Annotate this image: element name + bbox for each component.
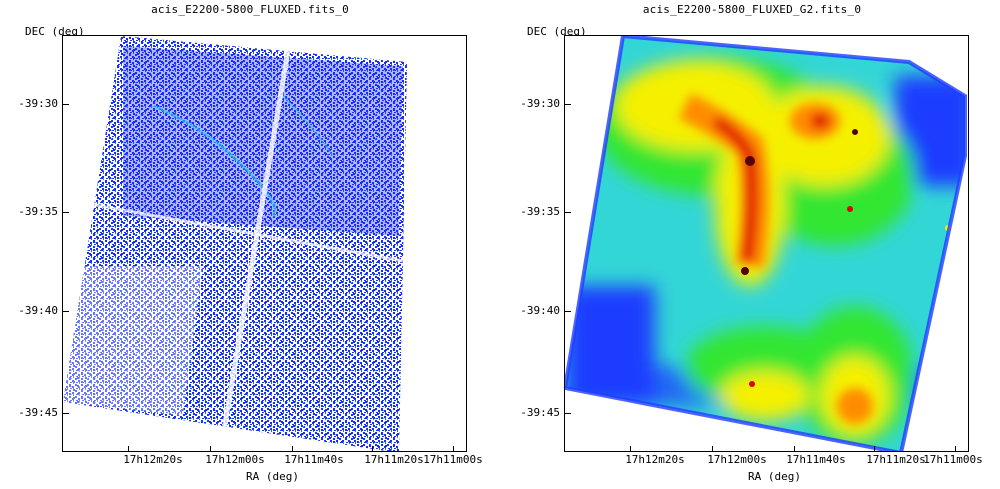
right-x-tick: 17h12m20s <box>625 453 685 466</box>
left-y-tick: -39:40 <box>18 304 58 317</box>
right-y-axis-label: DEC (deg) <box>527 25 587 38</box>
left-x-tick: 17h11m00s <box>423 453 483 466</box>
left-y-axis-label: DEC (deg) <box>25 25 85 38</box>
left-x-tick: 17h11m40s <box>284 453 344 466</box>
left-sparse-image <box>63 36 407 451</box>
right-image-panel: acis_E2200-5800_FLUXED_G2.fits_0 DEC (de… <box>502 0 1000 489</box>
left-x-tick: 17h12m00s <box>205 453 265 466</box>
right-x-axis-label: RA (deg) <box>748 470 801 483</box>
left-y-tick: -39:35 <box>18 205 58 218</box>
left-image-panel: acis_E2200-5800_FLUXED.fits_0 DEC (deg) <box>18 3 483 483</box>
left-x-axis-label: RA (deg) <box>246 470 299 483</box>
left-image-frame[interactable] <box>62 35 467 452</box>
right-y-tick: -39:35 <box>520 205 560 218</box>
left-y-tick: -39:30 <box>18 97 58 110</box>
right-x-tick: 17h11m20s <box>866 453 926 466</box>
left-x-tick: 17h12m20s <box>123 453 183 466</box>
right-y-tick: -39:30 <box>520 97 560 110</box>
right-x-tick: 17h11m00s <box>923 453 983 466</box>
left-x-tick: 17h11m20s <box>364 453 424 466</box>
right-x-tick: 17h11m40s <box>786 453 846 466</box>
left-y-tick: -39:45 <box>18 406 58 419</box>
right-x-tick: 17h12m00s <box>707 453 767 466</box>
right-image-frame[interactable] <box>564 35 969 452</box>
left-panel-title: acis_E2200-5800_FLUXED.fits_0 <box>151 3 349 16</box>
right-y-tick: -39:45 <box>520 406 560 419</box>
right-panel-title: acis_E2200-5800_FLUXED_G2.fits_0 <box>642 3 862 16</box>
right-smoothed-image <box>565 36 967 451</box>
right-y-tick: -39:40 <box>520 304 560 317</box>
